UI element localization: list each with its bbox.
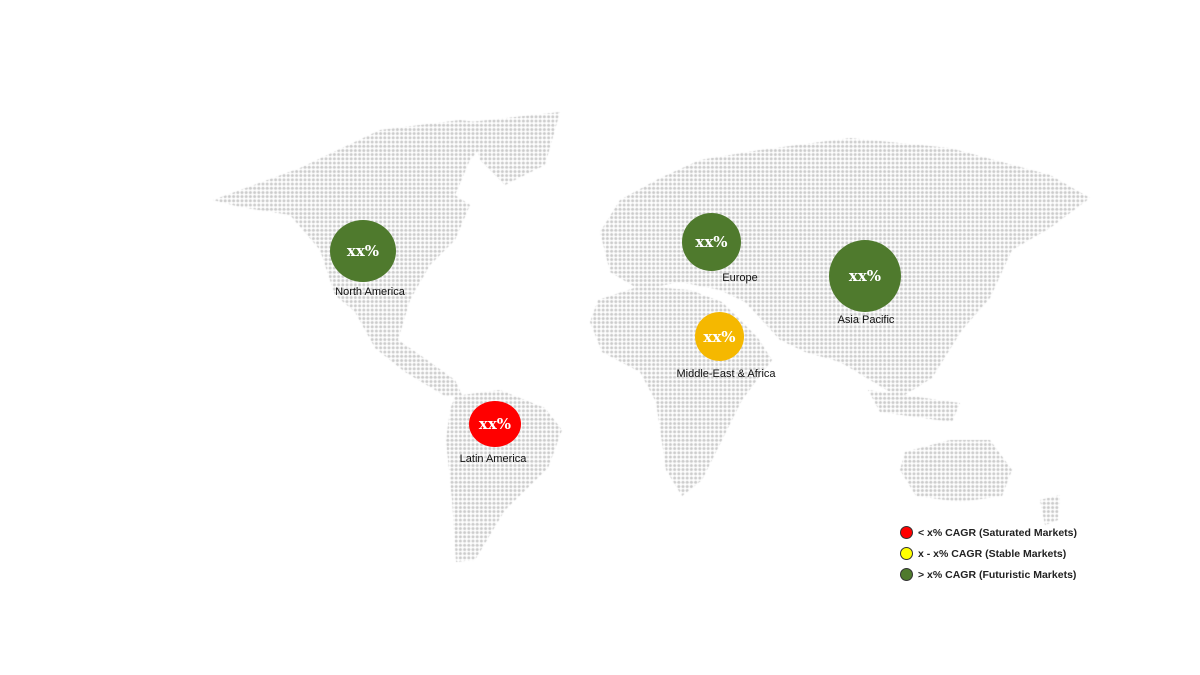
legend-label: < x% CAGR (Saturated Markets): [918, 526, 1078, 539]
legend-swatch: [900, 526, 913, 539]
label-middle-east-africa: Middle-East & Africa: [676, 368, 776, 380]
label-latin-america: Latin America: [459, 453, 527, 465]
legend-item-stable: x - x% CAGR (Stable Markets): [900, 543, 1077, 564]
bubble-value: xx%: [703, 327, 736, 346]
bubble-north-america: xx%: [330, 220, 396, 282]
label-north-america: North America: [335, 286, 405, 298]
legend: < x% CAGR (Saturated Markets) x - x% CAG…: [900, 522, 1077, 585]
bubble-value: xx%: [848, 267, 882, 285]
bubble-latin-america: xx%: [469, 401, 521, 447]
bubble-middle-east-africa: xx%: [695, 312, 744, 361]
label-europe: Europe: [722, 272, 758, 284]
legend-label: x - x% CAGR (Stable Markets): [918, 547, 1067, 560]
label-asia-pacific: Asia Pacific: [837, 314, 895, 326]
legend-swatch: [900, 568, 913, 581]
bubble-value: xx%: [695, 233, 728, 251]
bubble-asia-pacific: xx%: [829, 240, 901, 312]
legend-swatch: [900, 547, 913, 560]
bubble-europe: xx%: [682, 213, 741, 271]
legend-label: > x% CAGR (Futuristic Markets): [918, 568, 1077, 581]
bubble-value: xx%: [346, 242, 380, 260]
bubble-value: xx%: [478, 415, 512, 433]
legend-item-saturated: < x% CAGR (Saturated Markets): [900, 522, 1077, 543]
legend-item-futuristic: > x% CAGR (Futuristic Markets): [900, 564, 1077, 585]
